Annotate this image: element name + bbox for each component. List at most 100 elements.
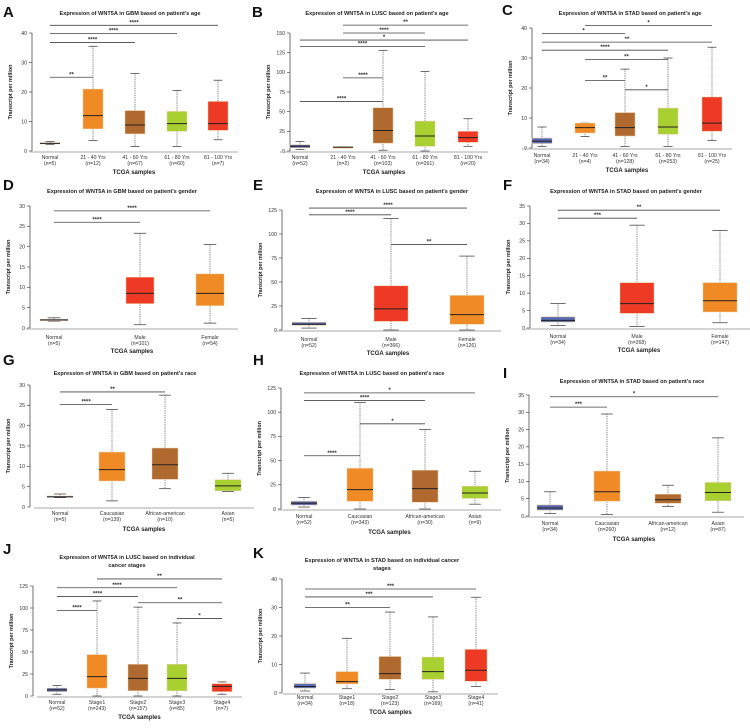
y-tick-label: 50 <box>271 280 277 286</box>
box-normal <box>536 491 564 514</box>
y-axis-label: Transcript per million <box>506 240 512 295</box>
category-label: 21 - 40 Yrs <box>80 155 106 161</box>
box-21-40-yrs <box>574 122 596 137</box>
category-label: Normal <box>301 337 318 343</box>
category-label: 41 - 60 Yrs <box>370 155 396 161</box>
category-label: 41 - 60 Yrs <box>122 155 148 161</box>
iqr-box <box>614 112 636 137</box>
panel-letter: G <box>3 352 15 369</box>
y-tick-label: 75 <box>22 628 28 634</box>
category-count: (n=260) <box>598 527 616 533</box>
y-tick-label: 50 <box>22 650 28 656</box>
category-count: (n=34) <box>542 527 557 533</box>
y-tick-label: 50 <box>279 109 285 115</box>
y-tick-label: 15 <box>518 462 524 468</box>
category-label: Stage3 <box>425 695 442 701</box>
category-label: African-american <box>648 521 687 527</box>
box-41-60-yrs <box>124 73 146 147</box>
box-81-100-yrs <box>207 79 229 141</box>
y-tick-label: 75 <box>271 256 277 262</box>
category-label: Male <box>385 337 396 343</box>
category-count: (n=7) <box>216 706 229 712</box>
category-label: 21 - 40 Yrs <box>572 153 598 159</box>
box-stage1 <box>335 637 359 690</box>
category-label: Male <box>631 334 642 340</box>
panel-g: G Expression of WNT5A in GBM based on pat… <box>3 352 254 533</box>
box-stage2 <box>378 611 402 690</box>
iqr-box <box>335 671 359 685</box>
category-count: (n=157) <box>129 706 147 712</box>
category-label: Normal <box>292 155 309 161</box>
iqr-box <box>207 101 229 131</box>
iqr-box <box>293 683 317 689</box>
significance-label: ** <box>637 205 642 211</box>
significance-label: *** <box>575 402 583 408</box>
category-label: Normal <box>550 334 567 340</box>
category-count: (n=52) <box>301 343 316 349</box>
box-61-80-yrs <box>414 71 436 152</box>
y-tick-label: 0 <box>22 326 25 332</box>
chart-title: Expression of WNT5A in LUSC based on pat… <box>316 189 469 195</box>
y-tick-label: 5 <box>522 308 525 314</box>
x-axis-label: TCGA samples <box>123 527 166 533</box>
significance-label: **** <box>383 203 393 209</box>
panel-j: J Expression of WNT5A in LUSC based on in… <box>3 541 242 721</box>
category-label: 41 - 60 Yrs <box>612 153 638 159</box>
panel-letter: I <box>503 365 507 382</box>
chart-title: Expression of WNT5A in STAD based on pat… <box>559 11 702 17</box>
category-count: (n=366) <box>382 343 400 349</box>
y-tick-label: 10 <box>518 479 524 485</box>
box-female <box>449 255 485 331</box>
y-tick-label: 15 <box>19 444 25 450</box>
y-axis-label: Transcript per million <box>508 61 514 116</box>
iqr-box <box>702 282 738 313</box>
box-african-american <box>151 394 179 490</box>
category-count: (n=253) <box>659 159 677 165</box>
category-count: (n=4) <box>579 159 592 165</box>
x-axis-label: TCGA samples <box>111 349 154 355</box>
box-caucasian <box>346 402 374 510</box>
iqr-box <box>378 656 402 680</box>
category-label: Normal <box>46 335 63 341</box>
iqr-box <box>540 316 576 323</box>
category-label: Stage1 <box>339 695 356 701</box>
category-count: (n=52) <box>292 161 307 167</box>
box-asian <box>461 470 489 505</box>
box-male <box>373 218 409 331</box>
y-axis-label: Transcript per million <box>505 428 511 483</box>
significance-label: * <box>633 392 636 398</box>
category-label: 81 - 100 Yrs <box>204 155 233 161</box>
y-tick-label: 125 <box>19 584 28 590</box>
box-female <box>195 244 225 324</box>
significance-label: **** <box>358 73 368 79</box>
category-label: Stage3 <box>169 700 186 706</box>
category-count: (n=34) <box>297 701 312 707</box>
iqr-box <box>127 664 149 691</box>
category-label: Caucasian <box>100 511 125 517</box>
significance-label: **** <box>337 96 347 102</box>
significance-label: **** <box>88 37 98 43</box>
category-label: African-american <box>405 514 444 520</box>
y-tick-label: 0 <box>25 694 28 700</box>
panel-c: C Expression of WNT5A in STAD based on pa… <box>502 2 732 174</box>
y-axis-label: Transcript per million <box>9 614 15 669</box>
category-count: (n=34) <box>550 340 565 346</box>
significance-label: * <box>645 85 648 91</box>
y-tick-label: 25 <box>518 427 524 433</box>
category-count: (n=30) <box>417 520 432 526</box>
chart-title: Expression of WNT5A in LUSC based on ind… <box>59 555 195 569</box>
category-count: (n=5) <box>48 341 61 347</box>
y-tick-label: 30 <box>19 204 25 210</box>
y-tick-label: 40 <box>21 31 27 37</box>
significance-label: **** <box>345 210 355 216</box>
iqr-box <box>449 295 485 325</box>
box-normal <box>46 685 68 695</box>
x-axis-label: TCGA samples <box>618 348 661 354</box>
category-count: (n=2) <box>337 161 350 167</box>
significance-label: * <box>198 614 201 620</box>
y-tick-label: 100 <box>19 606 28 612</box>
category-label: Stage1 <box>89 700 106 706</box>
y-tick-label: 25 <box>19 403 25 409</box>
y-tick-label: 25 <box>19 224 25 230</box>
